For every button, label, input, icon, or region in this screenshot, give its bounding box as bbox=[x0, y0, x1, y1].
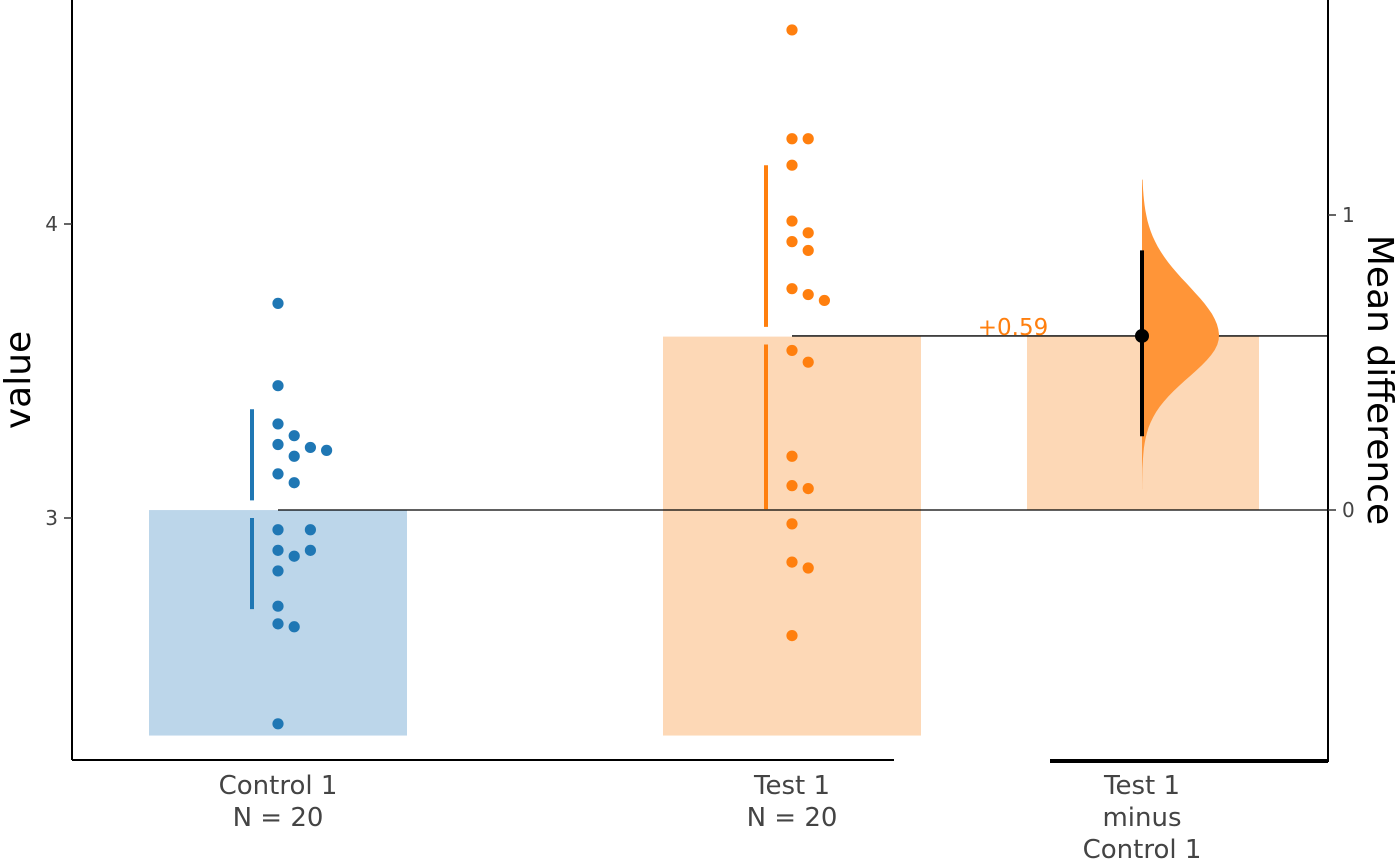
test-data-point bbox=[786, 133, 798, 145]
control-data-point bbox=[304, 441, 316, 454]
control-data-point bbox=[288, 477, 300, 489]
bootstrap-distribution bbox=[1142, 179, 1219, 490]
control-data-point bbox=[272, 524, 284, 536]
test-data-point bbox=[802, 244, 814, 257]
right-y-axis-title: Mean difference bbox=[1359, 235, 1400, 525]
control-data-point bbox=[272, 565, 284, 577]
test-data-point bbox=[802, 562, 814, 574]
left-y-tick-label: 3 bbox=[45, 506, 58, 530]
test-data-point bbox=[802, 227, 814, 239]
test-data-point bbox=[786, 344, 798, 357]
delta-value-label: +0.59 bbox=[978, 315, 1048, 341]
control-data-point bbox=[272, 438, 284, 451]
control-data-point bbox=[272, 600, 284, 612]
control-data-point bbox=[272, 468, 284, 480]
control-data-point bbox=[272, 418, 284, 430]
test-data-point bbox=[786, 159, 798, 171]
delta-label-line1: Test 1 bbox=[1103, 771, 1180, 801]
test-data-point bbox=[786, 518, 798, 530]
test-data-point bbox=[786, 283, 798, 295]
test-data-point bbox=[786, 450, 798, 462]
right-y-tick-label: 1 bbox=[1342, 203, 1355, 227]
delta-point bbox=[1135, 328, 1149, 343]
test-data-point bbox=[786, 24, 798, 36]
control-data-point bbox=[304, 524, 316, 536]
control-data-point bbox=[288, 550, 300, 562]
control-data-point bbox=[288, 621, 300, 633]
control-data-point bbox=[321, 444, 333, 456]
test-n-label: N = 20 bbox=[747, 803, 838, 833]
test-data-point bbox=[786, 480, 798, 492]
delta-label-line2: minus bbox=[1102, 803, 1181, 833]
control-data-point bbox=[272, 544, 284, 556]
test-label: Test 1 bbox=[753, 771, 830, 801]
control-data-point bbox=[288, 450, 300, 462]
test-data-point bbox=[786, 630, 798, 642]
test-data-point bbox=[786, 556, 798, 568]
left-y-axis-title: value bbox=[0, 331, 39, 429]
test-data-point bbox=[802, 288, 814, 301]
test-mean-bar bbox=[663, 336, 921, 736]
test-data-point bbox=[818, 294, 831, 307]
control-data-point bbox=[272, 618, 284, 630]
control-data-point bbox=[272, 718, 284, 730]
test-data-point bbox=[786, 236, 798, 248]
delta-label-line3: Control 1 bbox=[1083, 835, 1202, 865]
test-data-point bbox=[802, 133, 814, 145]
control-n-label: N = 20 bbox=[233, 803, 324, 833]
test-data-point bbox=[786, 215, 798, 227]
control-data-point bbox=[304, 544, 316, 556]
left-y-tick-label: 4 bbox=[45, 212, 58, 236]
control-label: Control 1 bbox=[219, 771, 338, 801]
control-data-point bbox=[272, 297, 284, 309]
right-y-tick-label: 0 bbox=[1342, 498, 1355, 522]
control-data-point bbox=[272, 380, 284, 392]
test-data-point bbox=[802, 356, 814, 368]
control-data-point bbox=[288, 430, 300, 442]
test-data-point bbox=[802, 483, 814, 495]
